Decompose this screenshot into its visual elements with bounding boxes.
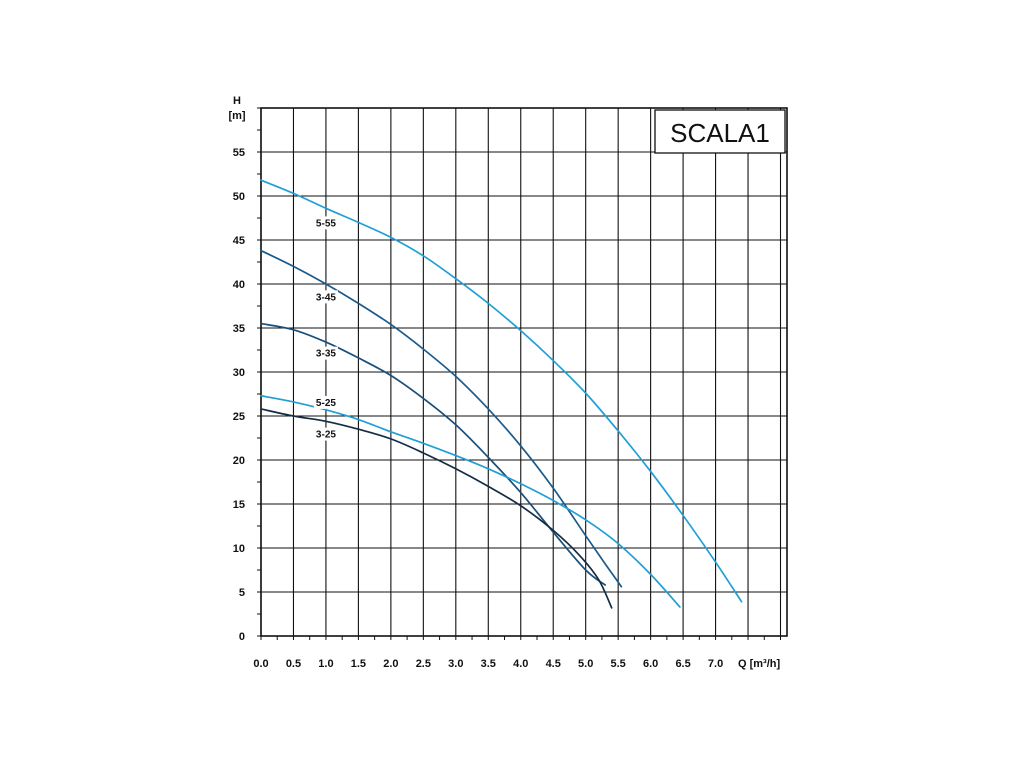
- y-tick-label: 40: [233, 279, 245, 291]
- series-line-3-25: [260, 408, 613, 609]
- curve-label: 5-55: [316, 218, 336, 229]
- x-tick-label: 4.0: [513, 658, 528, 670]
- x-tick-label: 1.0: [318, 658, 333, 670]
- curve-label: 3-35: [316, 349, 336, 360]
- y-axis-unit: [m]: [228, 110, 245, 122]
- curve-label: 5-25: [316, 398, 336, 409]
- x-tick-label: 7.0: [708, 658, 723, 670]
- curve-label-bg: [313, 395, 338, 409]
- y-tick-label: 15: [233, 499, 245, 511]
- y-tick-label: 30: [233, 367, 245, 379]
- series-line-5-55: [260, 179, 743, 603]
- title-box: SCALA1: [654, 109, 786, 154]
- x-tick-label: 6.5: [675, 658, 690, 670]
- x-tick-label: 5.5: [611, 658, 626, 670]
- x-tick-label: 2.5: [416, 658, 431, 670]
- x-tick-label: 2.0: [383, 658, 398, 670]
- curves: 5-55 3-45 3-35 5-25 3-25: [260, 179, 743, 609]
- y-tick-label: 45: [233, 235, 245, 247]
- y-tick-label: 25: [233, 411, 245, 423]
- series-line-3-35: [260, 322, 607, 586]
- curve-label: 3-25: [316, 430, 336, 441]
- tick-labels: 0 5 10 15 20 25 30 35 40 45 50 55 0.0 0.5 1.0 1.5 2.0 2.5…: [233, 147, 723, 670]
- y-tick-label: 0: [239, 631, 245, 643]
- y-axis-label: H: [233, 95, 241, 107]
- plot-frame: [260, 107, 788, 637]
- y-tick-label: 5: [239, 587, 245, 599]
- chart-title: SCALA1: [670, 118, 770, 148]
- x-tick-label: 0.5: [286, 658, 301, 670]
- curve-label: 3-45: [316, 292, 336, 303]
- grid: [257, 107, 788, 640]
- x-tick-label: 0.0: [253, 658, 268, 670]
- curve-label-bg: [313, 346, 338, 360]
- x-tick-label: 6.0: [643, 658, 658, 670]
- x-tick-label: 3.0: [448, 658, 463, 670]
- x-axis-label: Q [m³/h]: [738, 658, 780, 670]
- y-tick-label: 55: [233, 147, 245, 159]
- x-tick-label: 5.0: [578, 658, 593, 670]
- y-tick-label: 20: [233, 455, 245, 467]
- curve-label-bg: [313, 427, 338, 441]
- y-tick-label: 35: [233, 323, 245, 335]
- series-line-5-25: [260, 394, 681, 608]
- curve-label-bg: [313, 290, 338, 304]
- series-line-3-45: [260, 249, 623, 588]
- y-tick-label: 10: [233, 543, 245, 555]
- y-tick-label: 50: [233, 191, 245, 203]
- title-box-frame: [654, 109, 786, 154]
- x-tick-label: 4.5: [546, 658, 561, 670]
- curve-label-bg: [313, 216, 338, 230]
- x-tick-label: 1.5: [351, 658, 366, 670]
- x-tick-label: 3.5: [481, 658, 496, 670]
